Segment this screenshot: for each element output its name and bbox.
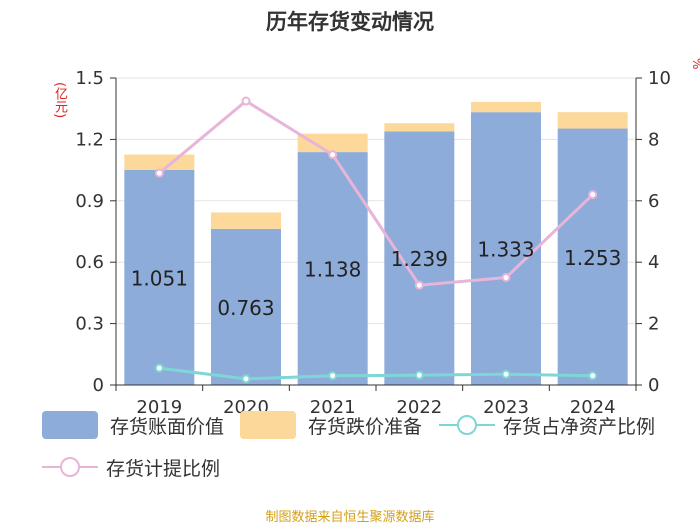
bar-impairment-reserve xyxy=(211,212,281,229)
bar-value-label: 1.333 xyxy=(477,238,534,262)
point-provision-ratio xyxy=(414,280,424,290)
left-tick-label: 0.9 xyxy=(75,191,104,212)
right-tick-label: 8 xyxy=(648,129,659,150)
legend-item-inventory-to-net-assets[interactable]: 存货占净资产比例 xyxy=(439,410,655,440)
left-tick-label: 1.5 xyxy=(75,68,104,89)
bar-value-label: 1.253 xyxy=(564,246,621,270)
point-provision-ratio xyxy=(154,168,164,178)
line-inventory-to-net-assets xyxy=(159,366,593,381)
left-tick-label: 0 xyxy=(93,375,104,396)
left-tick-label: 0.6 xyxy=(75,252,104,273)
point-provision-ratio xyxy=(501,273,511,283)
line-series xyxy=(154,96,598,384)
bar-book-value xyxy=(557,128,628,385)
bar-book-value xyxy=(124,169,195,385)
point-provision-ratio xyxy=(328,150,338,160)
legend-item-provision-ratio[interactable]: 存货计提比例 xyxy=(42,452,220,482)
left-tick-label: 1.2 xyxy=(75,129,104,150)
chart-title: 历年存货变动情况 xyxy=(266,10,434,34)
bar-value-label: 0.763 xyxy=(217,296,274,320)
x-tick-label: 2021 xyxy=(310,397,356,418)
legend-swatch-line xyxy=(42,457,98,477)
legend-swatch-bar xyxy=(240,411,296,439)
legend-swatch-bar xyxy=(42,411,98,439)
source-footer: 制图数据来自恒生聚源数据库 xyxy=(265,510,435,525)
left-tick-label: 0.3 xyxy=(75,314,104,335)
left-axis-unit: (亿元) xyxy=(52,82,67,119)
line-provision-ratio xyxy=(158,99,594,287)
right-tick-label: 2 xyxy=(648,314,659,335)
x-tick-label: 2023 xyxy=(483,397,529,418)
right-axis-unit: % xyxy=(690,58,700,70)
point-provision-ratio xyxy=(588,190,598,200)
bar-book-value xyxy=(384,131,455,385)
point-inventory-to-net-assets xyxy=(414,370,424,380)
bar-value-label: 1.138 xyxy=(304,258,361,282)
bar-book-value xyxy=(211,228,281,385)
point-inventory-to-net-assets xyxy=(154,363,164,373)
point-inventory-to-net-assets xyxy=(241,374,251,384)
legend-item-impairment-reserve[interactable]: 存货跌价准备 xyxy=(240,410,422,440)
bar-book-value xyxy=(471,112,541,386)
legend-swatch-line xyxy=(439,415,495,435)
right-tick-label: 10 xyxy=(648,68,671,89)
bar-impairment-reserve xyxy=(384,123,455,132)
point-inventory-to-net-assets xyxy=(328,371,338,381)
legend-item-inventory-book-value[interactable]: 存货账面价值 xyxy=(42,410,224,440)
legend-label: 存货跌价准备 xyxy=(308,415,423,438)
bar-series xyxy=(124,101,628,386)
legend-label: 存货计提比例 xyxy=(106,457,221,480)
legend: 存货账面价值 存货跌价准备 存货占净资产比例 存货计提比例 xyxy=(42,410,692,490)
x-tick-label: 2022 xyxy=(396,397,442,418)
right-tick-label: 0 xyxy=(648,375,659,396)
x-tick-label: 2024 xyxy=(570,397,616,418)
point-inventory-to-net-assets xyxy=(588,371,598,381)
bar-impairment-reserve xyxy=(471,101,541,113)
point-inventory-to-net-assets xyxy=(501,369,511,379)
bar-impairment-reserve xyxy=(297,133,368,153)
bar-value-label: 1.239 xyxy=(391,247,448,271)
x-tick-label: 2019 xyxy=(136,397,182,418)
right-tick-label: 6 xyxy=(648,191,659,212)
right-tick-label: 4 xyxy=(648,252,659,273)
legend-label: 存货账面价值 xyxy=(110,415,225,438)
bar-value-label: 1.051 xyxy=(131,266,188,290)
legend-label: 存货占净资产比例 xyxy=(503,415,656,438)
bar-impairment-reserve xyxy=(557,112,628,129)
point-provision-ratio xyxy=(241,96,251,106)
data-labels: 1.051 0.763 1.138 1.239 1.333 1.253 xyxy=(131,238,622,320)
bar-impairment-reserve xyxy=(124,154,195,170)
